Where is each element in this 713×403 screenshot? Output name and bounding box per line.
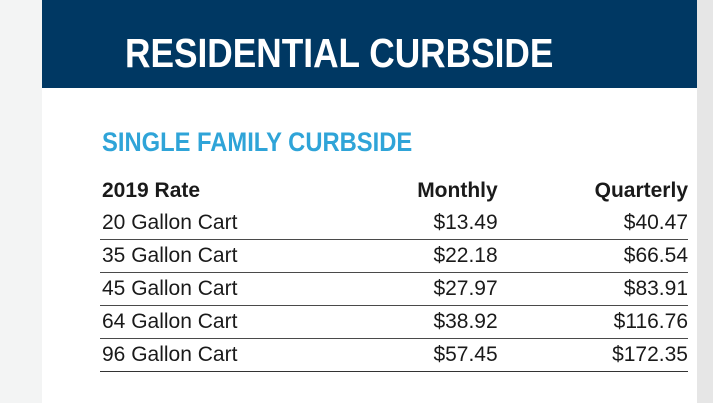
section-title: SINGLE FAMILY CURBSIDE — [102, 127, 413, 157]
cart-size-cell: 45 Gallon Cart — [100, 272, 360, 306]
column-header-monthly: Monthly — [417, 178, 498, 202]
table-row: 45 Gallon Cart $27.97 $83.91 — [100, 272, 688, 306]
rate-table: 2019 Rate Monthly Quarterly 20 Gallon Ca… — [100, 174, 688, 372]
table-row: 35 Gallon Cart $22.18 $66.54 — [100, 239, 688, 273]
quarterly-rate-cell: $83.91 — [497, 272, 688, 306]
cart-size-cell: 20 Gallon Cart — [100, 207, 360, 240]
quarterly-rate-cell: $172.35 — [497, 338, 688, 372]
column-header-quarterly: Quarterly — [594, 178, 688, 202]
rate-table-body: 20 Gallon Cart $13.49 $40.47 35 Gallon C… — [100, 207, 688, 372]
monthly-rate-cell: $57.45 — [359, 338, 498, 372]
page-right-margin — [697, 0, 713, 403]
quarterly-rate-cell: $116.76 — [497, 305, 688, 339]
header-row: 2019 Rate Monthly Quarterly — [100, 174, 688, 207]
table-row: 96 Gallon Cart $57.45 $172.35 — [100, 338, 688, 372]
table-row: 64 Gallon Cart $38.92 $116.76 — [100, 305, 688, 339]
monthly-rate-cell: $27.97 — [359, 272, 498, 306]
document-page: RESIDENTIAL CURBSIDE SINGLE FAMILY CURBS… — [42, 0, 697, 403]
monthly-rate-cell: $13.49 — [359, 207, 498, 240]
header-banner: RESIDENTIAL CURBSIDE — [42, 0, 697, 88]
cart-size-cell: 64 Gallon Cart — [100, 305, 360, 339]
table-row: 20 Gallon Cart $13.49 $40.47 — [100, 207, 688, 240]
page-left-margin — [0, 0, 42, 403]
banner-title: RESIDENTIAL CURBSIDE — [125, 30, 554, 76]
cart-size-cell: 35 Gallon Cart — [100, 239, 360, 273]
monthly-rate-cell: $38.92 — [359, 305, 498, 339]
monthly-rate-cell: $22.18 — [359, 239, 498, 273]
quarterly-rate-cell: $40.47 — [497, 207, 688, 240]
quarterly-rate-cell: $66.54 — [497, 239, 688, 273]
rate-table-header: 2019 Rate Monthly Quarterly — [100, 174, 688, 207]
cart-size-cell: 96 Gallon Cart — [100, 338, 360, 372]
column-header-rate: 2019 Rate — [102, 178, 201, 202]
